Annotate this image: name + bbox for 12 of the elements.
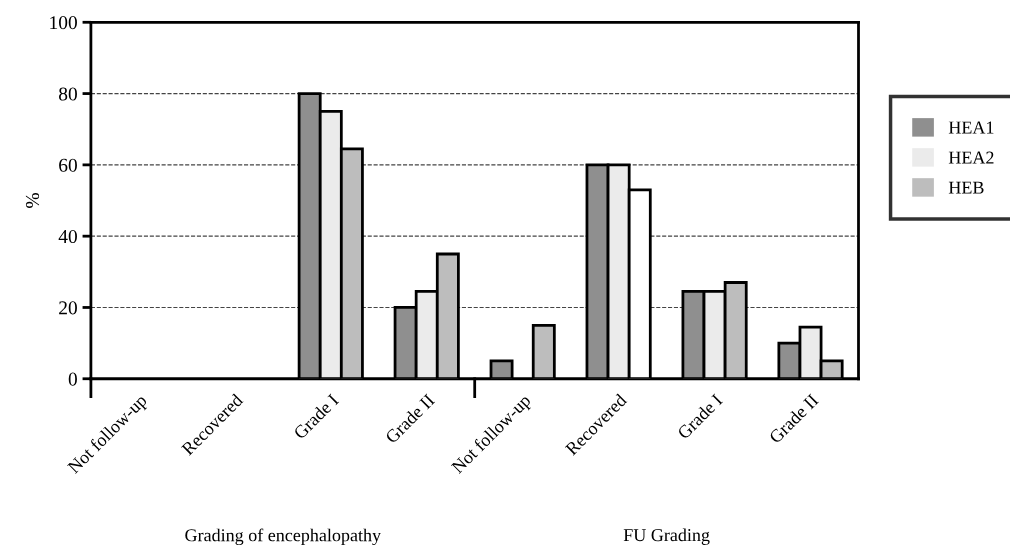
text: FU Grading [623,528,710,545]
text: Grading of encephalopathy [185,528,381,546]
legend-label: HEB [948,181,984,194]
y-tick-label: 0 [68,372,77,386]
y-axis-title: % [25,193,40,208]
y-tick-label: 80 [59,87,77,101]
legend-label: HEA1 [948,121,994,134]
y-tick-label: 60 [59,158,77,172]
y-tick-label: 40 [58,229,77,244]
y-tick-label: 100 [50,16,77,30]
y-tick-label: 20 [59,301,77,315]
legend-label: HEA2 [948,151,994,164]
